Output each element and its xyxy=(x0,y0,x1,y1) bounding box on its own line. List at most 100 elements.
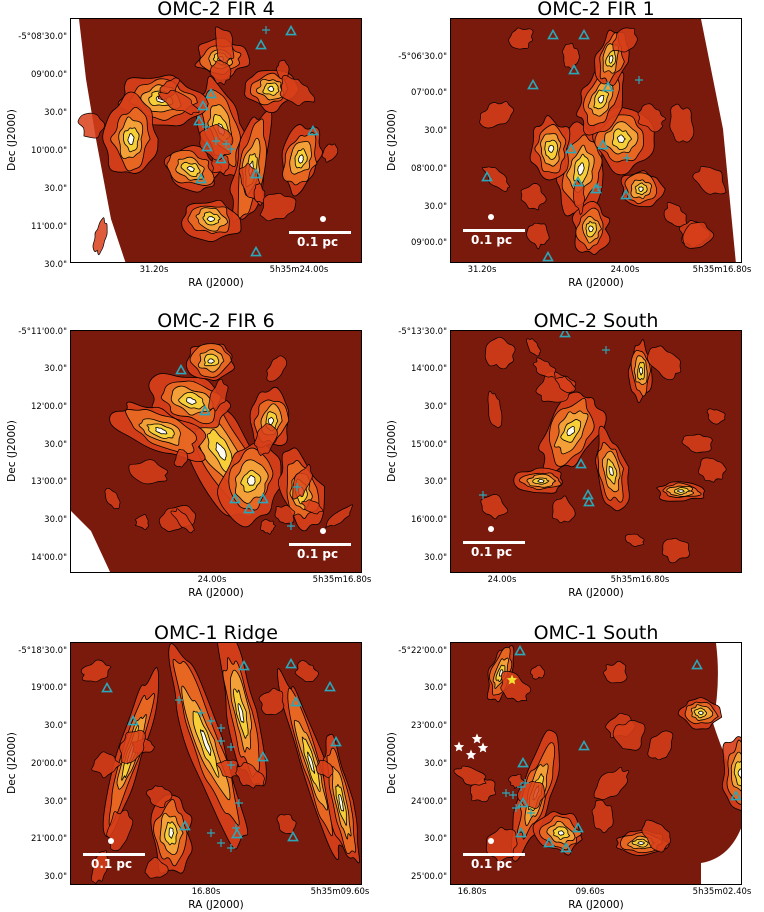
x-tick-label: 31.20s xyxy=(467,265,497,275)
emission-contour xyxy=(199,729,212,756)
map-image xyxy=(77,19,361,262)
source-cross-marker xyxy=(207,717,215,725)
y-tick-label: 07'00.0" xyxy=(411,88,447,98)
map-image xyxy=(451,643,741,884)
source-cross-marker xyxy=(594,183,602,191)
emission-contour xyxy=(608,54,614,64)
x-axis-label: RA (J2000) xyxy=(188,899,244,911)
protostar-triangle-marker xyxy=(201,140,213,152)
y-tick-label: -5°08'30.0" xyxy=(18,32,67,42)
emission-contour xyxy=(487,390,503,429)
protostar-triangle-marker xyxy=(215,152,227,164)
y-tick-label: 20'00.0" xyxy=(31,759,67,769)
source-cross-marker xyxy=(227,761,235,769)
emission-contour xyxy=(482,166,510,192)
y-tick-label: 16'00.0" xyxy=(411,515,447,525)
x-axis-label: RA (J2000) xyxy=(568,899,624,911)
y-tick-label: 30.0" xyxy=(44,872,67,882)
emission-contour xyxy=(706,408,726,425)
emission-contour xyxy=(558,830,565,836)
emission-contour xyxy=(597,94,605,104)
y-tick-label: -5°13'30.0" xyxy=(398,327,447,337)
emission-contour xyxy=(484,336,516,370)
y-tick-label: 30.0" xyxy=(44,184,67,194)
source-cross-marker xyxy=(207,829,215,837)
y-tick-label: 14'00.0" xyxy=(411,364,447,374)
protostar-triangle-marker xyxy=(578,739,590,751)
y-tick-label: -5°11'00.0" xyxy=(18,327,67,337)
star-marker xyxy=(453,741,465,752)
panel-title: OMC-1 Ridge xyxy=(154,622,278,644)
scale-bar xyxy=(83,853,145,856)
beam-size-dot xyxy=(488,526,494,532)
emission-contour xyxy=(267,85,275,92)
x-tick-label: 16.80s xyxy=(457,887,487,897)
y-tick-label: 23'00.0" xyxy=(411,721,447,731)
emission-contour xyxy=(647,730,674,761)
protostar-triangle-marker xyxy=(527,78,539,90)
emission-contour xyxy=(292,464,313,500)
protostar-triangle-marker xyxy=(583,495,595,507)
emission-contour xyxy=(80,659,112,683)
emission-contour xyxy=(733,760,741,787)
source-cross-marker xyxy=(217,724,225,732)
protostar-triangle-marker xyxy=(543,836,555,848)
source-cross-marker xyxy=(517,783,525,791)
emission-contour xyxy=(144,857,169,879)
emission-contour xyxy=(554,375,576,394)
emission-contour xyxy=(677,489,685,493)
y-tick-label: 08'00.0" xyxy=(411,164,447,174)
intensity-map: 0.1 pc xyxy=(70,330,362,573)
scale-bar xyxy=(463,541,525,544)
source-cross-marker xyxy=(509,791,517,799)
x-tick-label: 16.80s xyxy=(191,887,221,897)
y-tick-label: 30.0" xyxy=(424,553,447,563)
emission-contour xyxy=(637,103,666,133)
emission-contour xyxy=(294,660,319,683)
map-background xyxy=(451,331,741,572)
x-tick-label: 5h35m16.80s xyxy=(312,575,372,585)
emission-contour xyxy=(591,799,614,834)
panel-title: OMC-2 FIR 4 xyxy=(157,0,275,20)
y-tick-label: 19'00.0" xyxy=(31,683,67,693)
source-cross-marker xyxy=(197,709,205,717)
emission-contour xyxy=(573,179,586,216)
emission-contour xyxy=(158,89,200,115)
emission-contour xyxy=(588,225,594,233)
protostar-triangle-marker xyxy=(193,114,205,126)
protostar-triangle-marker xyxy=(572,175,584,187)
emission-contour xyxy=(338,794,344,812)
emission-contour xyxy=(526,222,550,250)
y-tick-label: -5°18'30.0" xyxy=(18,646,67,656)
protostar-triangle-marker xyxy=(542,250,554,262)
protostar-triangle-marker xyxy=(514,644,526,656)
source-cross-marker xyxy=(521,779,529,787)
y-tick-label: 09'00.0" xyxy=(31,70,67,80)
emission-contour xyxy=(552,495,576,524)
protostar-triangle-marker xyxy=(101,681,113,693)
map-image xyxy=(451,19,736,262)
source-cross-marker xyxy=(635,76,643,84)
source-cross-marker xyxy=(227,145,235,153)
emission-contour xyxy=(276,59,290,80)
protostar-triangle-marker xyxy=(560,841,572,853)
y-tick-label: -5°06'30.0" xyxy=(398,52,447,62)
x-tick-label: 24.00s xyxy=(197,575,227,585)
panel-title: OMC-2 FIR 1 xyxy=(537,0,655,20)
emission-contour xyxy=(669,103,695,143)
emission-contour xyxy=(237,703,245,723)
emission-contour xyxy=(698,457,727,483)
intensity-map: 0.1 pc xyxy=(70,642,362,885)
beam-size-dot xyxy=(320,528,326,534)
y-tick-label: 30.0" xyxy=(424,402,447,412)
x-tick-label: 5h35m16.80s xyxy=(610,575,670,585)
scale-bar-label: 0.1 pc xyxy=(471,857,513,871)
emission-contour xyxy=(173,448,189,468)
x-tick-label: 5h35m02.40s xyxy=(692,887,752,897)
beam-size-dot xyxy=(108,838,114,844)
emission-contour xyxy=(612,27,638,53)
emission-contour xyxy=(566,425,575,437)
scale-bar-label: 0.1 pc xyxy=(297,547,339,561)
emission-contour xyxy=(279,75,316,106)
protostar-triangle-marker xyxy=(565,142,577,154)
